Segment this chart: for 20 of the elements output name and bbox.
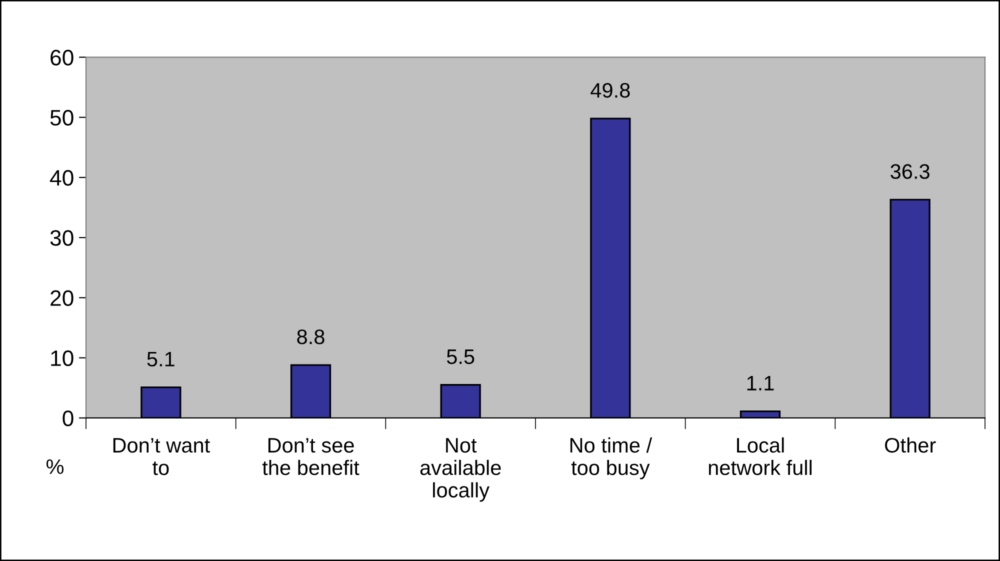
data-label: 49.8 — [590, 83, 630, 98]
y-tick-label: 60 — [50, 50, 74, 66]
x-tick-label: Not available locally — [420, 438, 501, 502]
y-tick-label: 0 — [62, 410, 74, 426]
y-tick-label: 50 — [50, 110, 74, 126]
data-label: 5.1 — [147, 352, 174, 366]
data-label: 5.5 — [446, 350, 474, 364]
x-tick-label: Don’t see the benefit — [262, 438, 360, 476]
x-tick-label: Don’t want to — [113, 438, 210, 476]
x-tick-label: Other — [885, 437, 936, 453]
data-label: 8.8 — [297, 330, 324, 344]
y-tick-label: 30 — [50, 230, 74, 246]
data-label: 1.1 — [747, 376, 774, 390]
data-label: 36.3 — [890, 164, 930, 179]
y-tick-label: 20 — [50, 290, 74, 306]
y-tick-label: 10 — [51, 350, 74, 366]
y-tick-label: 40 — [50, 170, 74, 186]
x-tick-label: Local network full — [708, 437, 812, 476]
x-tick-label: No time / too busy — [570, 437, 652, 480]
y-axis-title: % — [46, 459, 64, 474]
